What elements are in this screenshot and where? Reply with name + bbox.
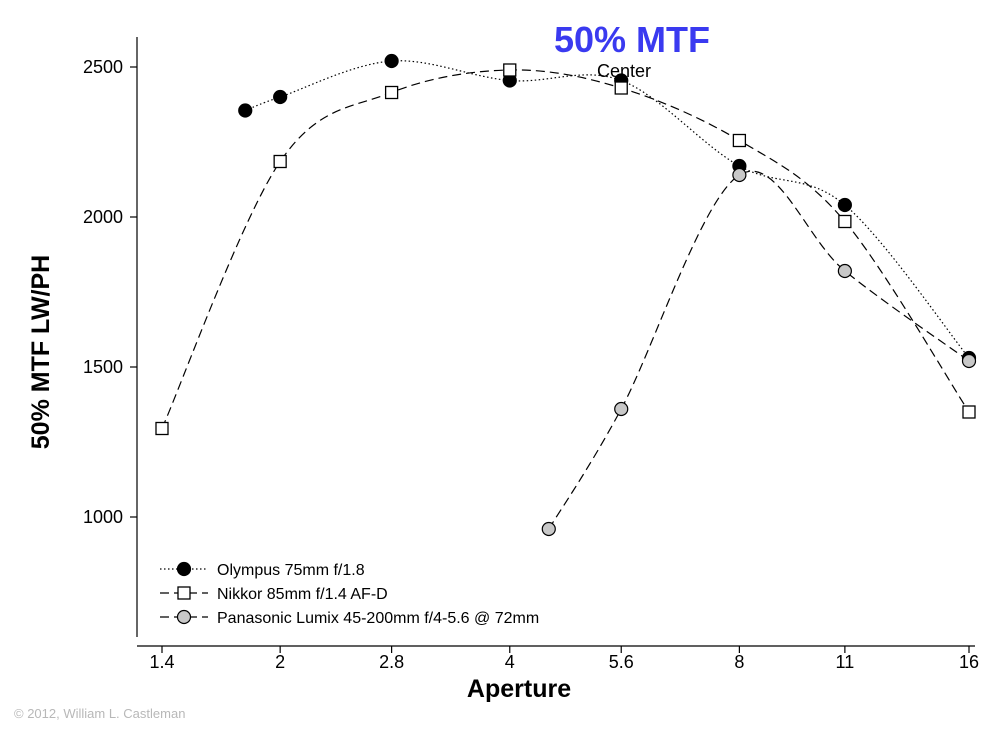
- nikkor-data-point: [838, 214, 852, 229]
- nikkor-series-line: [161, 69, 970, 429]
- olympus-series-line: [245, 60, 970, 359]
- chart-title: 50% MTF: [554, 19, 710, 60]
- olympus-data-point: [837, 197, 852, 213]
- x-tick-label: 1.4: [149, 652, 174, 672]
- legend: Olympus 75mm f/1.8 Nikkor 85mm f/1.4 AF-D…: [160, 561, 539, 627]
- olympus-data-point: [384, 53, 399, 69]
- copyright-text: © 2012, William L. Castleman: [14, 706, 186, 721]
- x-axis-ticks: 1.4 2 2.8 4 5.6 8 11 16: [149, 646, 979, 672]
- x-tick-label: 16: [959, 652, 979, 672]
- x-tick-label: 5.6: [609, 652, 634, 672]
- series-lines: [161, 60, 970, 530]
- series-markers: [155, 53, 977, 537]
- nikkor-data-point: [614, 81, 628, 95]
- nikkor-data-point: [155, 421, 169, 436]
- x-tick-label: 2.8: [379, 652, 404, 672]
- legend-label: Olympus 75mm f/1.8: [217, 562, 365, 579]
- legend-marker: [176, 609, 192, 625]
- panasonic-data-point: [541, 521, 556, 537]
- legend-label: Nikkor 85mm f/1.4 AF-D: [217, 586, 388, 603]
- y-tick-label: 1500: [83, 357, 123, 377]
- chart-subtitle: Center: [597, 61, 651, 81]
- y-tick-label: 1000: [83, 507, 123, 527]
- x-tick-label: 11: [836, 652, 855, 672]
- y-tick-label: 2500: [83, 57, 123, 77]
- olympus-data-point: [238, 103, 253, 118]
- y-axis-label: 50% MTF LW/PH: [27, 255, 55, 449]
- panasonic-data-point: [837, 263, 852, 279]
- nikkor-data-point: [962, 405, 976, 419]
- nikkor-data-point: [732, 133, 747, 148]
- x-tick-label: 8: [734, 652, 744, 672]
- legend-marker: [176, 561, 192, 577]
- panasonic-data-point: [614, 401, 629, 417]
- panasonic-data-point: [732, 167, 747, 183]
- legend-label: Panasonic Lumix 45-200mm f/4-5.6 @ 72mm: [217, 610, 539, 627]
- nikkor-data-point: [384, 85, 399, 100]
- nikkor-data-point: [503, 63, 517, 77]
- x-tick-label: 2: [275, 652, 285, 672]
- y-tick-label: 2000: [83, 207, 123, 227]
- nikkor-data-point: [273, 154, 287, 169]
- x-axis-label: Aperture: [467, 675, 571, 703]
- olympus-data-point: [273, 89, 288, 105]
- legend-marker: [177, 586, 191, 600]
- x-tick-label: 4: [505, 652, 515, 672]
- y-axis-ticks: 1000 1500 2000 2500: [83, 57, 137, 527]
- panasonic-data-point: [961, 353, 977, 369]
- panasonic-series-line: [548, 170, 970, 530]
